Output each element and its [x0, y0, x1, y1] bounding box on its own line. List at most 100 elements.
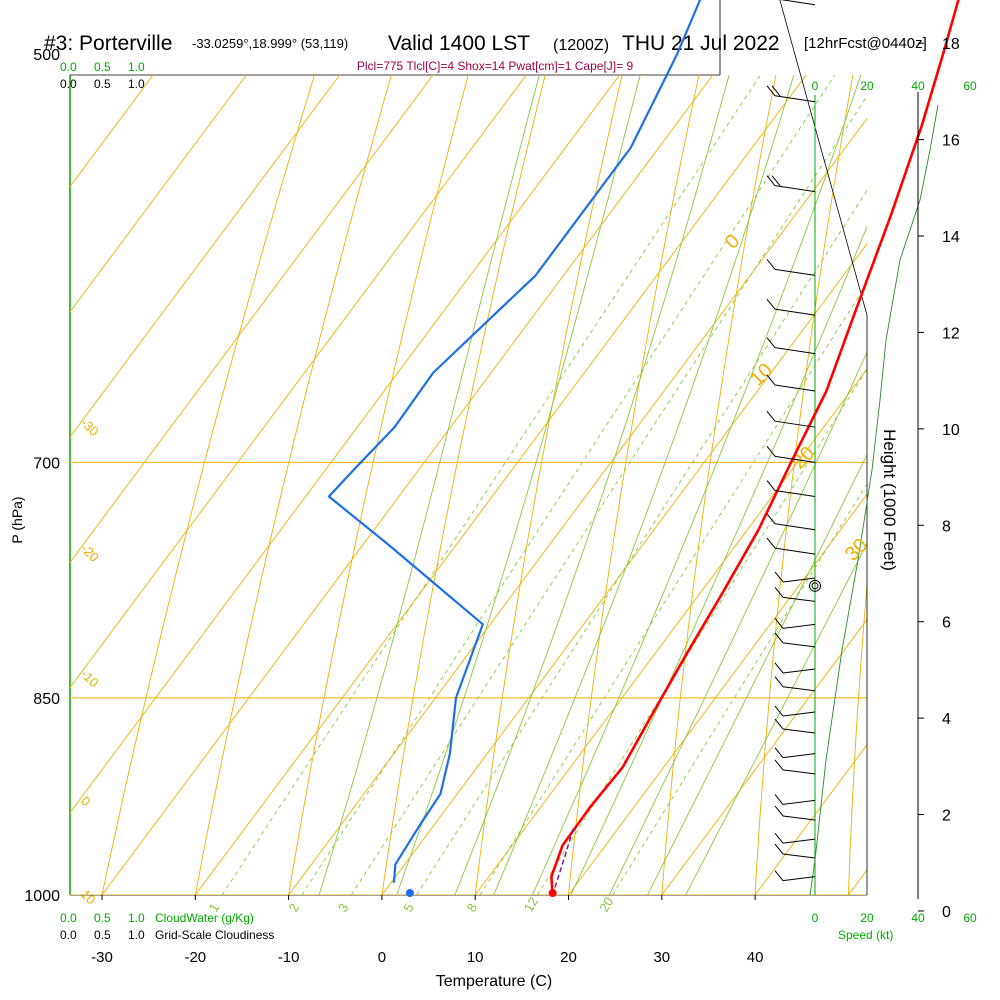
mixing-ratio-label: 2 [285, 901, 302, 915]
wind-barb [774, 870, 816, 882]
mixing-ratio-label: 12 [521, 895, 541, 915]
isotherm-line [194, 75, 807, 895]
scale-bottom-black-2: 1.0 [128, 928, 145, 942]
wind-barb [774, 676, 816, 692]
wind-barb [774, 618, 816, 629]
height-tick-label: 16 [942, 133, 960, 150]
temperature-tick-label: -30 [91, 949, 113, 966]
isotherm-line [70, 75, 527, 689]
dry-adiabat [288, 75, 469, 895]
wind-barb [766, 85, 816, 103]
wind-barb [766, 513, 816, 531]
scale-bottom-black-1: 0.5 [94, 928, 111, 942]
isotherm-line [70, 75, 154, 188]
mixing-ratio-label: 5 [400, 901, 417, 915]
isotherm-label: 0 [78, 793, 94, 809]
height-tick-label: 8 [942, 518, 951, 535]
wind-scale-bottom-label: 60 [963, 911, 977, 925]
height-tick-label: 18 [942, 36, 960, 53]
wind-barb [774, 705, 816, 717]
station-title: #3: Porterville [44, 32, 172, 55]
moist-adiabat [608, 351, 867, 895]
temperature-tick-label: -20 [184, 949, 206, 966]
scale-bottom-green-0: 0.0 [60, 911, 77, 925]
dry-adiabat [847, 580, 867, 895]
temperature-tick-label: 20 [560, 949, 577, 966]
y-axis-label: P (hPa) [9, 496, 25, 543]
isotherm-line [0, 0, 702, 895]
moist-adiabat [396, 75, 641, 895]
isotherm-label: 10 [78, 887, 99, 908]
height-axis-label: Height (1000 Feet) [880, 429, 899, 571]
isotherm-line [848, 869, 867, 895]
axes: 0246810121416182022242628303200202040406… [24, 36, 977, 966]
wind-barb [774, 794, 816, 805]
valid-date: THU 21 Jul 2022 [622, 32, 780, 55]
moist-adiabat [318, 75, 540, 895]
isotherm-line [474, 368, 867, 895]
temperature-tick-label: 30 [653, 949, 670, 966]
isotherm-right-label: 10 [746, 359, 777, 390]
valid-time: Valid 1400 LST [388, 32, 530, 55]
scale-top-black-0: 0.0 [60, 77, 77, 91]
height-tick-label: 14 [942, 229, 960, 246]
temperature-tick-label: 40 [747, 949, 764, 966]
dry-adiabat [754, 75, 854, 895]
wind-barb [766, 298, 816, 316]
wind-barb [766, 259, 816, 276]
temperature-profile [550, 0, 960, 896]
isotherm-line [70, 75, 621, 814]
mixing-ratio-label: 20 [596, 895, 616, 915]
wind-barb [766, 537, 816, 555]
wind-barb [774, 759, 816, 775]
isotherm-right-label: 30 [841, 534, 872, 565]
wind-barbs [766, 0, 816, 882]
wind-barb [766, 175, 816, 193]
wind-barb [766, 480, 816, 498]
dewpoint-profile [327, 0, 702, 883]
scale-bottom-green-2: 1.0 [128, 911, 145, 925]
height-tick-label: 0 [942, 904, 951, 921]
surface-temperature-marker [548, 889, 557, 897]
cloudwater-label: CloudWater (g/Kg) [155, 911, 254, 925]
moist-adiabat [454, 75, 730, 895]
indices-line: Plcl=775 Tlcl[C]=4 Shox=14 Pwat[cm]=1 Ca… [357, 59, 634, 73]
height-tick-label: 12 [942, 325, 960, 342]
wind-barb [766, 410, 816, 428]
plot-frame [69, 74, 867, 896]
wind-barb [774, 843, 816, 859]
wind-scale-top-label: 60 [963, 79, 977, 93]
isotherm-label: -10 [78, 666, 102, 690]
height-tick-label: 6 [942, 615, 951, 632]
wind-barb [774, 805, 816, 821]
mixing-ratio-line [416, 189, 867, 895]
scale-top-green-0: 0.0 [60, 60, 77, 74]
wind-speed-curve [809, 104, 939, 896]
moist-adiabat [570, 225, 867, 895]
wind-barb [774, 832, 816, 844]
wind-barb [774, 587, 816, 602]
wind-panel [719, 0, 939, 896]
mixing-ratio-label: 3 [335, 901, 352, 915]
dry-adiabat [194, 75, 392, 895]
isotherm-line [754, 744, 867, 895]
wind-scale-top-label: 0 [812, 79, 819, 93]
dry-adiabat [474, 75, 623, 895]
wind-barb [774, 662, 816, 674]
wind-speed-axis-label: Speed (kt) [838, 928, 893, 942]
x-axis-label: Temperature (C) [436, 973, 552, 990]
wind-barb [766, 446, 816, 463]
top-cloud-scale: 0.0 0.5 1.0 0.0 0.5 1.0 [60, 60, 145, 91]
scale-top-green-2: 1.0 [128, 60, 145, 74]
scale-top-black-1: 0.5 [94, 77, 111, 91]
moist-adiabat [646, 453, 867, 895]
scale-bottom-black-0: 0.0 [60, 928, 77, 942]
mixing-ratio-line [301, 75, 836, 895]
lcl-marker-inner [811, 582, 819, 590]
wind-scale-bottom-label: 40 [911, 911, 925, 925]
pressure-tick-label: 1000 [24, 888, 60, 905]
plot-right-boundary [719, 0, 868, 895]
bottom-cloud-scale: 0.0 0.5 1.0 CloudWater (g/Kg) 0.0 0.5 1.… [60, 911, 274, 942]
wind-scale-bottom-label: 0 [812, 911, 819, 925]
mixing-ratio-line [221, 75, 762, 895]
